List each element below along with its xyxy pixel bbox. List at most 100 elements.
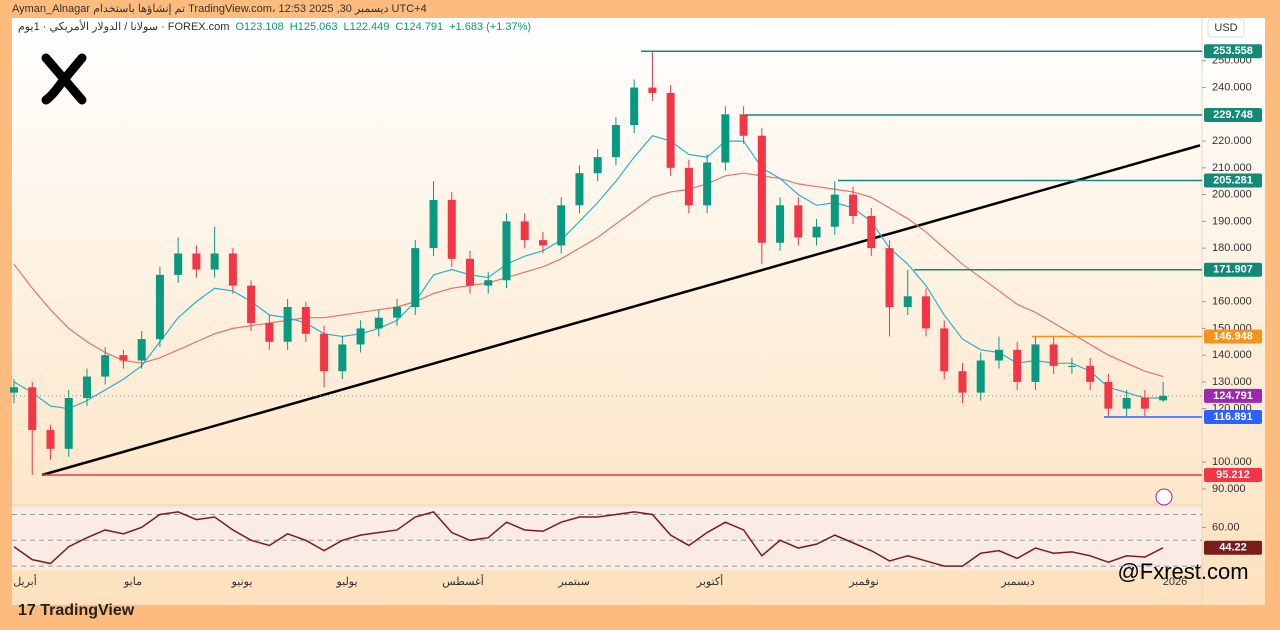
y-tick-label: 140.000 [1212,349,1252,361]
close: C124.791 [395,21,443,33]
candle-body [684,167,693,206]
candle-body [484,280,493,286]
rsi-last-label: 44.22 [1219,542,1247,554]
candle-body [1013,349,1022,382]
x-tick-label: نوفمبر [848,576,879,588]
level-label: 95.212 [1216,469,1250,481]
level-label-box [1204,329,1262,344]
candle-body [611,125,620,158]
candle-body [1067,365,1076,367]
candle-body [10,387,18,393]
candle-body [867,216,876,249]
candle-body [374,317,383,329]
attribution: Ayman_Alnagar تم إنشاؤها باستخدام Tradin… [12,3,427,15]
alert-icon [1155,488,1173,506]
candle-body [849,194,858,217]
candle-body [320,333,329,372]
y-tick-label: 100.000 [1212,456,1252,468]
level-label-box [1204,173,1262,188]
x-tick-label: يونيو [231,576,253,588]
open: O123.108 [235,21,283,33]
candle-body [265,323,274,342]
ma-line [13,172,1164,378]
candle-body [101,355,110,377]
currency: USD [1214,22,1237,34]
ema-line [13,135,1164,410]
rsi-line [13,511,1164,567]
candle-body [1104,381,1113,409]
level-label: 229.748 [1213,109,1253,121]
level-label-box [1204,44,1262,59]
level-label: 171.907 [1213,264,1253,276]
rsi-label-box [1204,540,1262,555]
candle-body [575,173,584,206]
candle-body [520,221,529,241]
high: H125.063 [290,21,338,33]
candle-body [155,274,164,340]
logo [41,53,87,105]
candle-body [174,253,183,275]
candle-body [356,328,365,345]
y-tick-label: 160.000 [1212,296,1252,308]
last-price-label: 124.791 [1213,390,1253,402]
brand-mark: 17 [18,602,40,619]
candle-body [1159,395,1168,401]
rsi-tick-label: 60.00 [1212,521,1240,533]
x-tick-label: يوليو [335,576,357,588]
candle-body [776,205,785,243]
y-tick-label: 210.000 [1212,162,1252,174]
trend-line [41,144,1201,477]
last-price-box [1204,388,1262,403]
y-tick-label: 240.000 [1212,81,1252,93]
candle-body [119,355,128,361]
candle-body [283,306,292,342]
candle-body [338,344,347,372]
x-tick-label: سبتمبر [557,576,590,588]
candle-body [64,397,73,449]
candle-body [1031,344,1040,382]
candle-body [812,226,821,238]
level-label: 146.948 [1213,330,1253,342]
candle-body [994,349,1003,361]
candle-body [447,199,456,259]
candle-body [830,194,839,227]
candle-body [502,221,511,281]
candle-body [976,360,985,393]
candle-body [28,387,37,431]
candle-body [885,248,894,307]
candle-body [794,205,803,238]
candle-body [46,430,55,449]
candle-body [630,87,639,126]
candle-body [301,306,310,334]
candle-body [1122,397,1131,409]
candle-body [538,240,547,246]
candle-body [721,114,730,163]
candle-body [192,253,201,270]
low: L122.449 [344,21,390,33]
y-tick-label: 200.000 [1212,189,1252,201]
candle-body [466,258,474,286]
candle-body [429,199,438,249]
candle-body [703,162,712,206]
candle-body [1086,365,1095,382]
candle-body [393,306,402,318]
level-label-box [1204,108,1262,123]
candle-body [247,285,256,324]
level-label-box [1204,467,1262,482]
candle-body [903,296,912,307]
instrument: سولانا / الدولار الأمريكي · 1يوم · FOREX… [18,19,229,33]
brand-name: TradingView [40,602,135,619]
level-label: 253.558 [1213,45,1253,57]
level-label-box [1204,262,1262,277]
x-tick-label: مايو [123,576,142,588]
y-tick-label: 180.000 [1212,242,1252,254]
candle-body [137,339,146,361]
candle-body [648,87,657,93]
candle-body [940,328,949,372]
candle-body [922,296,930,329]
candle-body [411,248,420,307]
candle-body [1140,397,1149,409]
level-label: 205.281 [1213,174,1253,186]
